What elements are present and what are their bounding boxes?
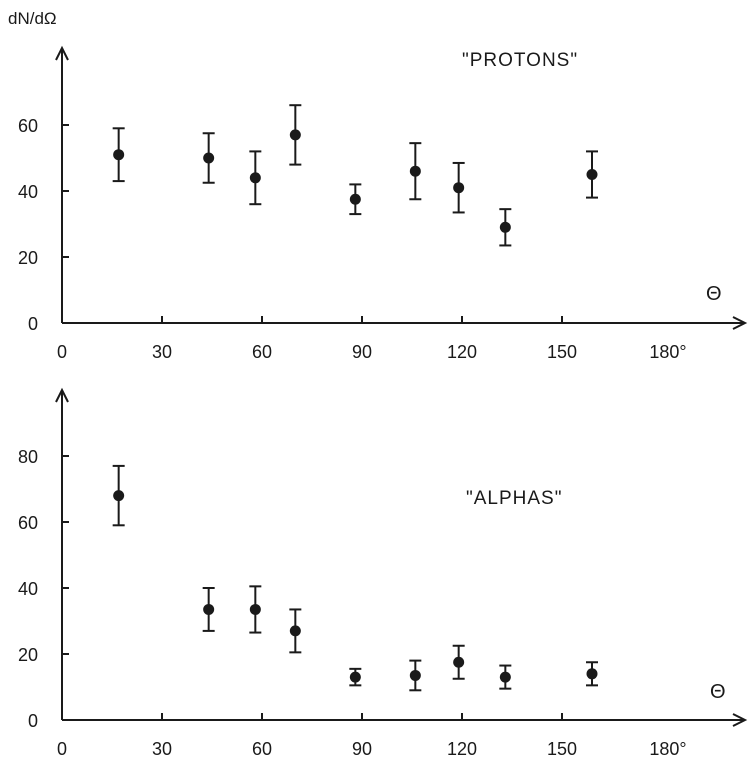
data-point: [349, 193, 361, 205]
data-point: [113, 149, 125, 161]
x-tick-label: 0: [57, 739, 67, 759]
alphas-panel: 0 30 60 90 120 150 180° 0 20 40 60 80 Θ "ALPHAS": [18, 387, 748, 759]
y-axis-arrow: [55, 45, 69, 61]
x-axis-label: Θ: [710, 681, 726, 703]
x-axis-arrow: [732, 713, 748, 727]
x-tick-label: 30: [152, 342, 172, 362]
x-tick-label: 120: [447, 739, 477, 759]
y-axis-arrow: [55, 387, 69, 403]
data-point: [289, 625, 301, 637]
x-tick-label: 60: [252, 739, 272, 759]
y-axis-label: dN/dΩ: [8, 9, 57, 28]
data-point: [249, 172, 261, 184]
x-tick-label: 180°: [649, 739, 686, 759]
x-axis-arrow: [732, 316, 748, 330]
series-annotation: "PROTONS": [462, 50, 578, 71]
x-tick-label: 30: [152, 739, 172, 759]
data-point: [453, 656, 465, 668]
x-tick-label: 90: [352, 739, 372, 759]
x-tick-label: 0: [57, 342, 67, 362]
x-tick-label: 90: [352, 342, 372, 362]
y-tick-label: 0: [28, 711, 38, 731]
data-point: [349, 671, 361, 683]
y-tick-label: 40: [18, 579, 38, 599]
data-point: [289, 129, 301, 141]
y-tick-label: 40: [18, 182, 38, 202]
data-point: [203, 603, 215, 615]
x-tick-label: 120: [447, 342, 477, 362]
series-annotation: "ALPHAS": [466, 488, 562, 509]
data-point: [203, 152, 215, 164]
protons-panel: 0 30 60 90 120 150 180° 0 20 40 60 dN/dΩ Θ "PROTONS": [8, 9, 748, 362]
y-tick-label: 20: [18, 248, 38, 268]
x-axis-label: Θ: [706, 283, 722, 305]
data-point: [586, 169, 598, 180]
data-point: [499, 221, 511, 233]
data-point: [499, 671, 511, 683]
data-point: [409, 165, 421, 177]
x-tick-label: 150: [547, 739, 577, 759]
y-tick-label: 80: [18, 447, 38, 467]
data-point: [113, 490, 125, 502]
data-point: [586, 668, 598, 680]
x-tick-label: 150: [547, 342, 577, 362]
x-tick-label: 60: [252, 342, 272, 362]
data-point: [409, 669, 421, 681]
y-tick-label: 60: [18, 116, 38, 136]
y-tick-label: 0: [28, 314, 38, 334]
x-tick-label: 180°: [649, 342, 686, 362]
data-point: [453, 182, 465, 194]
data-point: [249, 603, 261, 615]
y-tick-label: 20: [18, 645, 38, 665]
y-tick-label: 60: [18, 513, 38, 533]
